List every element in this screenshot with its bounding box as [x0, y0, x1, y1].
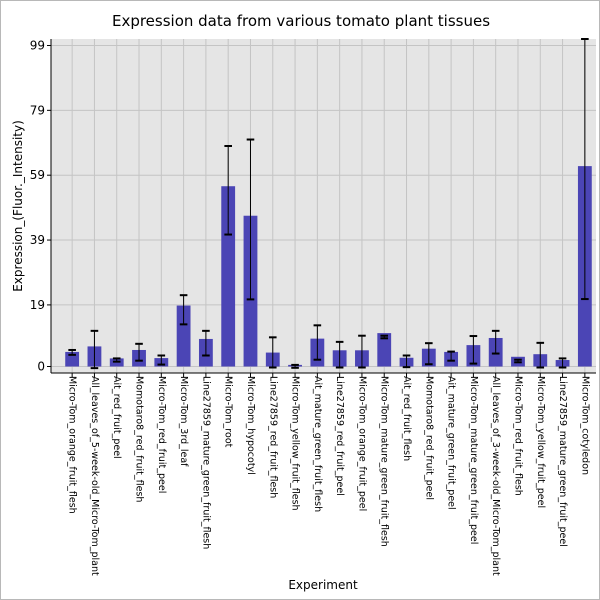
y-tick-label: 59 — [30, 168, 45, 182]
y-tick-label: 39 — [30, 233, 45, 247]
x-axis-ticks: Micro-Tom_orange_fruit_flesh All_leaves_o… — [67, 373, 590, 576]
x-tick-label: All_leaves_of_5-week-old_Micro-Tom_plant — [89, 376, 100, 576]
x-tick-label: Momotaro8_red_fruit_flesh — [134, 376, 145, 502]
x-tick-label: Micro-Tom_3rd_leaf — [178, 376, 189, 467]
grid-lines — [51, 39, 596, 373]
x-tick-label: Micro-Tom_orange_fruit_flesh — [67, 376, 78, 514]
x-tick-label: Micro-Tom_root — [223, 376, 234, 448]
x-tick-label: Micro-Tom_hypocotyl — [245, 376, 256, 475]
x-tick-label: Micro-Tom_yellow_fruit_flesh — [290, 376, 301, 511]
x-tick-label: Micro-Tom_yellow_fruit_peel — [535, 376, 546, 508]
y-tick-label: 99 — [30, 38, 45, 52]
x-tick-label: Micro-Tom_red_fruit_flesh — [512, 376, 523, 496]
x-tick-label: Micro-Tom_mature_green_fruit_peel — [468, 376, 479, 544]
y-axis-ticks: 0 19 39 59 79 99 — [30, 38, 51, 374]
x-tick-label: Line27859_mature_green_fruit_flesh — [200, 376, 211, 549]
chart-title: Expression data from various tomato plan… — [112, 12, 490, 30]
plot-area — [51, 39, 596, 373]
x-tick-label: Micro-Tom_cotyledon — [579, 376, 590, 475]
x-tick-label: Line27859_red_fruit_flesh — [267, 376, 278, 498]
y-tick-label: 19 — [30, 298, 45, 312]
x-tick-label: Line27859_red_fruit_peel — [334, 376, 345, 496]
bar — [221, 186, 236, 367]
y-tick-label: 79 — [30, 103, 45, 117]
y-tick-label: 0 — [37, 360, 45, 374]
x-tick-label: Ait_mature_green_fruit_peel — [446, 376, 457, 510]
x-tick-label: Micro-Tom_orange_fruit_peel — [356, 376, 367, 511]
y-axis-label: Expression_(Fluor._Intensity) — [11, 120, 25, 292]
x-tick-label: All_leaves_of_3-week-old_Micro-Tom_plant — [490, 376, 501, 576]
x-tick-label: Ait_mature_green_fruit_flesh — [312, 376, 323, 512]
error-bars — [68, 38, 589, 370]
x-tick-label: Momotaro8_red_fruit_peel — [423, 376, 434, 500]
x-tick-label: Ait_red_fruit_flesh — [401, 376, 412, 461]
x-tick-label: Line27859_mature_green_fruit_peel — [557, 376, 568, 547]
bar — [176, 305, 191, 367]
x-tick-label: Micro-Tom_red_fruit_peel — [156, 376, 167, 493]
bar — [377, 333, 392, 367]
x-axis-label: Experiment — [288, 578, 358, 592]
x-tick-label: Micro-Tom_mature_green_fruit_flesh — [379, 376, 390, 547]
x-tick-label: Ait_red_fruit_peel — [111, 376, 122, 459]
